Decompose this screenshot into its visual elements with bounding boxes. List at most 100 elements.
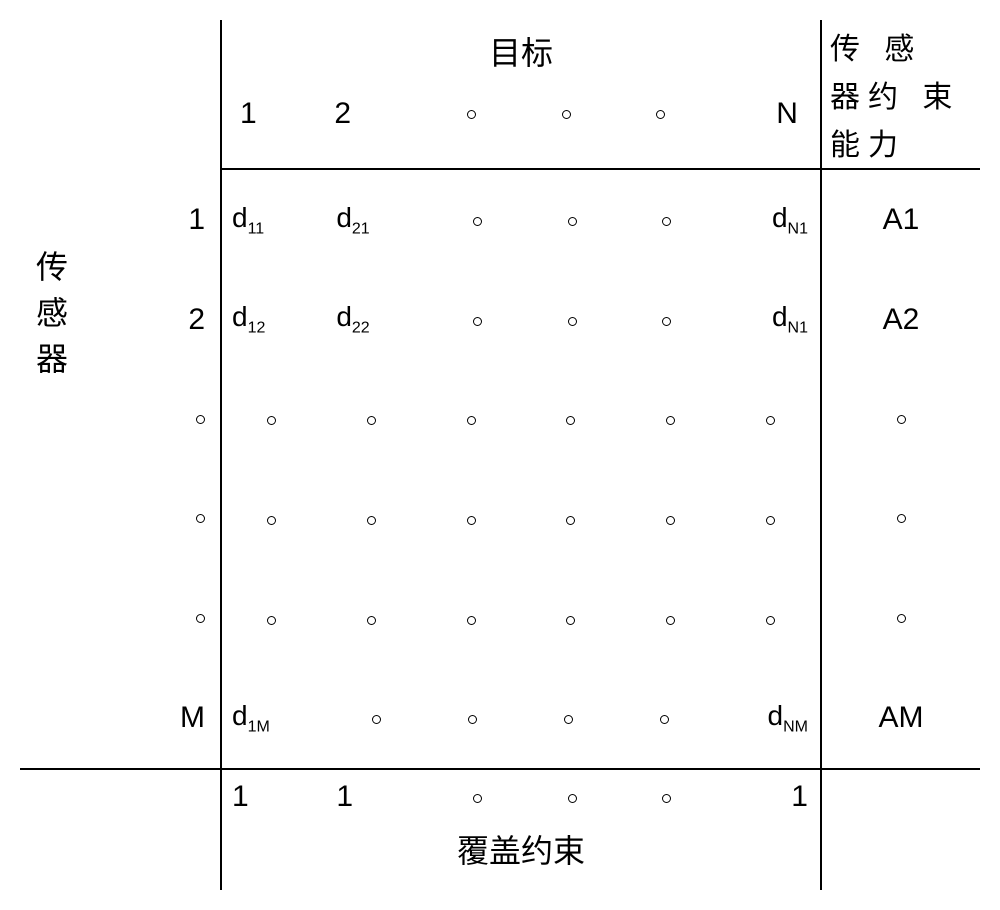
cell-dot xyxy=(619,304,713,336)
ellipsis-icon xyxy=(473,794,482,803)
cell-dot xyxy=(431,204,525,236)
cell-d21: d21 xyxy=(326,202,430,239)
coverage-values: 1 1 1 xyxy=(222,770,820,826)
column-header-area: 目标 1 2 N xyxy=(220,20,820,170)
capacity-column: A1 A2 AM xyxy=(820,170,980,770)
bottom-right-empty xyxy=(820,770,980,890)
cell-d1m: d1M xyxy=(222,700,328,737)
bottom-left-empty xyxy=(20,770,220,890)
capacity-am: AM xyxy=(822,668,980,768)
col-dot xyxy=(609,97,703,131)
table-row xyxy=(222,369,820,469)
col-n: N xyxy=(704,97,810,131)
ellipsis-icon xyxy=(656,110,665,119)
ellipsis-icon xyxy=(367,616,376,625)
row-labels: 1 2 M xyxy=(80,170,220,768)
ellipsis-icon xyxy=(662,317,671,326)
ellipsis-icon xyxy=(196,415,205,424)
row-header-area: 传感器 1 2 M xyxy=(20,170,220,770)
capacity-dot xyxy=(822,469,980,569)
cell-dot xyxy=(720,603,820,635)
ellipsis-icon xyxy=(367,516,376,525)
matrix-grid: 目标 1 2 N 传 感 器约 束 能力 传感器 1 2 M xyxy=(20,20,980,890)
cell-dot xyxy=(525,204,619,236)
table-row: d11 d21 dN1 xyxy=(222,170,820,270)
capacity-a1: A1 xyxy=(822,170,980,270)
coverage-dot xyxy=(525,780,619,814)
cell-d11: d11 xyxy=(222,202,326,239)
cell-dot xyxy=(521,603,621,635)
ellipsis-icon xyxy=(766,516,775,525)
ellipsis-icon xyxy=(766,616,775,625)
ellipsis-icon xyxy=(267,416,276,425)
cell-dot xyxy=(621,603,721,635)
ellipsis-icon xyxy=(467,616,476,625)
table-row xyxy=(222,469,820,569)
ellipsis-icon xyxy=(666,516,675,525)
table-row: d12 d22 dN1 xyxy=(222,270,820,370)
table-row: d1M dNM xyxy=(222,668,820,768)
coverage-2: 1 xyxy=(326,780,430,814)
capacity-dot xyxy=(822,369,980,469)
ellipsis-icon xyxy=(566,616,575,625)
coverage-dot xyxy=(619,780,713,814)
cell-dot xyxy=(619,204,713,236)
col-dot xyxy=(421,97,515,131)
row-dot xyxy=(80,569,220,669)
ellipsis-icon xyxy=(467,416,476,425)
cell-dot xyxy=(521,503,621,535)
cell-dot xyxy=(720,403,820,435)
cell-dot xyxy=(431,304,525,336)
ellipsis-icon xyxy=(267,616,276,625)
sensors-title-wrap: 传感器 xyxy=(20,170,80,768)
cell-dot xyxy=(421,403,521,435)
ellipsis-icon xyxy=(467,110,476,119)
ellipsis-icon xyxy=(897,614,906,623)
ellipsis-icon xyxy=(196,614,205,623)
cell-dot xyxy=(421,503,521,535)
cell-dot xyxy=(621,403,721,435)
cell-d22: d22 xyxy=(326,301,430,338)
cell-dot xyxy=(525,304,619,336)
ellipsis-icon xyxy=(473,217,482,226)
ellipsis-icon xyxy=(662,217,671,226)
cell-dot xyxy=(322,603,422,635)
cell-dn1b: dN1 xyxy=(714,301,820,338)
ellipsis-icon xyxy=(566,416,575,425)
row-dot xyxy=(80,369,220,469)
col-1: 1 xyxy=(232,97,326,131)
ellipsis-icon xyxy=(766,416,775,425)
cell-dot xyxy=(222,403,322,435)
row-2: 2 xyxy=(80,270,220,370)
capacity-a2: A2 xyxy=(822,270,980,370)
cell-dot xyxy=(720,503,820,535)
col-2: 2 xyxy=(326,97,420,131)
ellipsis-icon xyxy=(666,616,675,625)
sensors-title: 传感器 xyxy=(27,250,73,388)
cell-dot xyxy=(322,503,422,535)
ellipsis-icon xyxy=(562,110,571,119)
cell-dot xyxy=(222,603,322,635)
coverage-dot xyxy=(431,780,525,814)
ellipsis-icon xyxy=(568,794,577,803)
targets-title: 目标 xyxy=(222,20,820,74)
row-m: M xyxy=(80,668,220,768)
capacity-title: 传 感 器约 束 能力 xyxy=(820,20,980,170)
ellipsis-icon xyxy=(566,516,575,525)
column-labels: 1 2 N xyxy=(222,74,820,168)
ellipsis-icon xyxy=(372,715,381,724)
top-left-empty xyxy=(20,20,220,170)
ellipsis-icon xyxy=(468,715,477,724)
cell-dot xyxy=(621,503,721,535)
coverage-row: 1 1 1 覆盖约束 xyxy=(220,770,820,890)
cell-dot xyxy=(424,702,520,734)
cell-dn1: dN1 xyxy=(714,202,820,239)
cell-dot xyxy=(421,603,521,635)
cell-dot xyxy=(322,403,422,435)
ellipsis-icon xyxy=(473,317,482,326)
transport-matrix: 目标 1 2 N 传 感 器约 束 能力 传感器 1 2 M xyxy=(20,20,980,890)
ellipsis-icon xyxy=(662,794,671,803)
ellipsis-icon xyxy=(367,416,376,425)
cell-dot xyxy=(520,702,616,734)
ellipsis-icon xyxy=(564,715,573,724)
